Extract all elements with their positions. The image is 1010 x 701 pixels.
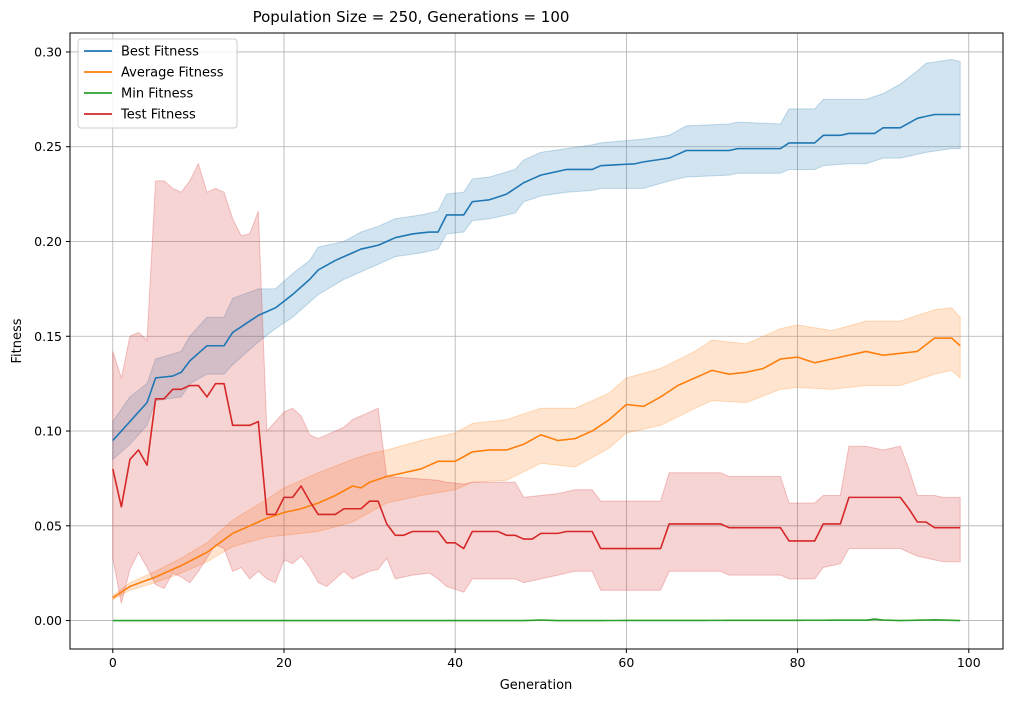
x-axis-label: Generation: [500, 678, 573, 693]
x-tick-label-3: 60: [618, 655, 634, 670]
x-tick-label-0: 0: [109, 655, 117, 670]
grid: [70, 33, 1003, 649]
legend-label-test-fitness: Test Fitness: [120, 108, 196, 123]
y-tick-label-5: 0.25: [34, 139, 62, 154]
band-test-fitness: [112, 162, 961, 604]
x-tick-label-2: 40: [447, 655, 463, 670]
line-best-fitness: [112, 113, 961, 442]
y-axis-ticks: 0.00 0.05 0.10 0.15 0.20 0.25 0.30: [34, 44, 70, 628]
chart-title: Population Size = 250, Generations = 100: [253, 8, 570, 26]
series-lines: [112, 113, 961, 622]
plot-frame: [69, 32, 1004, 650]
x-axis-ticks: 0 20 40 60 80 100: [109, 649, 981, 670]
y-tick-label-2: 0.10: [34, 424, 62, 439]
band-average-fitness: [112, 307, 961, 601]
x-tick-label-4: 80: [790, 655, 806, 670]
legend-box: [77, 38, 238, 129]
line-test-fitness: [112, 382, 961, 550]
y-tick-label-1: 0.05: [34, 518, 62, 533]
x-tick-label-1: 20: [276, 655, 292, 670]
line-average-fitness: [112, 337, 961, 599]
y-tick-label-6: 0.30: [34, 44, 62, 59]
band-best-fitness: [112, 59, 961, 461]
y-axis-label: Fitness: [10, 318, 25, 363]
y-tick-label-4: 0.20: [34, 234, 62, 249]
legend-label-average-fitness: Average Fitness: [121, 66, 224, 81]
y-tick-label-3: 0.15: [34, 329, 62, 344]
legend-label-best-fitness: Best Fitness: [121, 45, 199, 60]
x-tick-label-5: 100: [957, 655, 981, 670]
legend: Best Fitness Average Fitness Min Fitness Te…: [77, 38, 238, 129]
y-tick-label-0: 0.00: [34, 613, 62, 628]
line-min-fitness: [112, 618, 961, 622]
legend-label-min-fitness: Min Fitness: [121, 87, 193, 102]
